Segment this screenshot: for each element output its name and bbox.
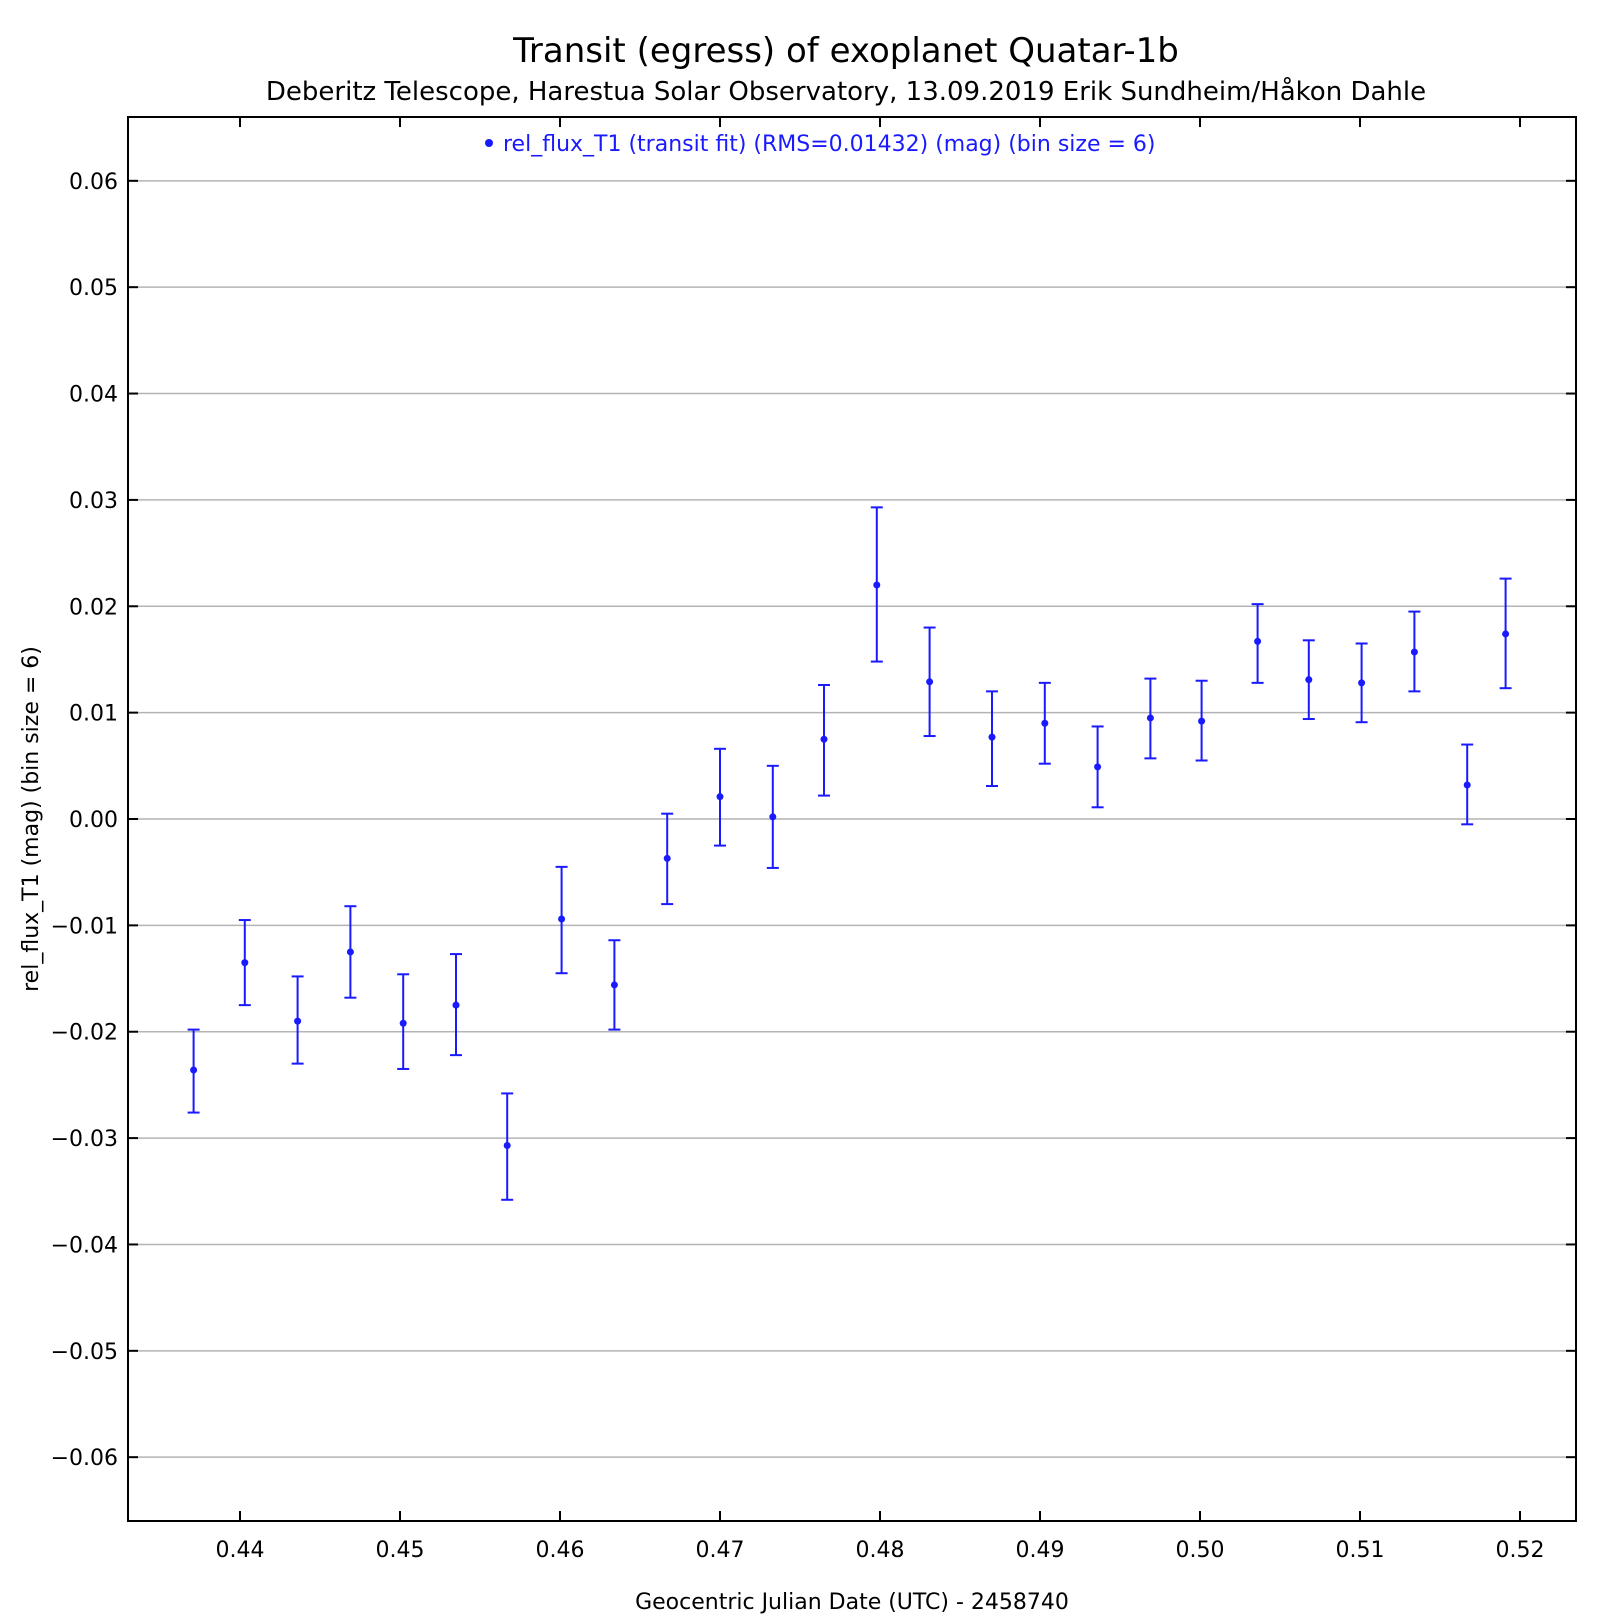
data-point: [610, 981, 618, 989]
data-point-group: [291, 975, 304, 1065]
data-point-group: [501, 1092, 514, 1201]
data-point: [452, 1001, 460, 1009]
data-point-group: [450, 953, 462, 1057]
legend-entry-label: rel_flux_T1 (transit fit) (RMS=0.01432) …: [503, 132, 1155, 157]
y-tick-label: 0.04: [69, 383, 118, 408]
data-point: [926, 678, 934, 686]
data-point-group: [818, 683, 830, 797]
data-point: [558, 915, 566, 923]
x-tick-label: 0.47: [696, 1538, 745, 1563]
data-point-group: [714, 747, 726, 847]
data-point: [294, 1017, 302, 1025]
data-point: [346, 948, 354, 956]
y-tick-label: 0.02: [69, 595, 118, 620]
y-tick-label: 0.06: [69, 170, 118, 195]
data-point-group: [661, 812, 674, 906]
data-point: [1358, 679, 1366, 687]
y-axis-label: rel_flux_T1 (mag) (bin size = 6): [19, 646, 44, 992]
y-tick-label: −0.04: [51, 1233, 118, 1258]
data-point: [503, 1142, 511, 1150]
data-series: [187, 506, 1512, 1201]
data-point: [190, 1066, 198, 1074]
y-tick-label: −0.02: [51, 1021, 118, 1046]
legend: rel_flux_T1 (transit fit) (RMS=0.01432) …: [485, 132, 1155, 157]
x-axis-ticks: 0.44 0.45 0.46 0.47 0.48 0.49 0.50 0.51 0.52: [216, 117, 1545, 1563]
data-point-group: [1499, 577, 1512, 690]
y-tick-label: −0.05: [51, 1340, 118, 1365]
data-point-group: [870, 506, 883, 663]
legend-marker: [485, 139, 493, 147]
x-tick-label: 0.48: [856, 1538, 905, 1563]
data-point: [988, 733, 996, 741]
data-point-group: [766, 764, 779, 869]
x-tick-label: 0.49: [1016, 1538, 1065, 1563]
x-tick-label: 0.52: [1496, 1538, 1545, 1563]
x-tick-label: 0.45: [376, 1538, 425, 1563]
data-point-group: [555, 865, 568, 975]
data-point-group: [1408, 610, 1421, 693]
y-axis-ticks: 0.06 0.05 0.04 0.03 0.02 0.01 0.00 −0.01 −0.02 −0…: [51, 170, 1576, 1471]
y-tick-label: −0.03: [51, 1127, 118, 1152]
y-tick-label: 0.00: [69, 808, 118, 833]
data-point: [1463, 781, 1471, 789]
data-point-group: [238, 919, 251, 1007]
data-point: [1502, 630, 1510, 638]
y-tick-label: −0.06: [51, 1446, 118, 1471]
data-point-group: [1251, 603, 1264, 684]
data-point: [663, 854, 671, 862]
chart-title: Transit (egress) of exoplanet Quatar-1b: [512, 31, 1179, 71]
y-tick-label: 0.01: [69, 702, 118, 727]
data-point-group: [1091, 725, 1104, 809]
x-tick-label: 0.46: [536, 1538, 585, 1563]
data-point: [1198, 717, 1206, 725]
x-axis-label: Geocentric Julian Date (UTC) - 2458740: [635, 1590, 1069, 1615]
data-point: [1305, 676, 1313, 684]
data-point: [1146, 714, 1154, 722]
x-tick-label: 0.44: [216, 1538, 265, 1563]
data-point-group: [923, 626, 936, 738]
data-point: [1254, 637, 1262, 645]
data-point-group: [1461, 743, 1474, 826]
data-point: [1041, 719, 1049, 727]
data-point: [1094, 763, 1102, 771]
grid-lines: [128, 180, 1576, 1458]
data-point-group: [1195, 679, 1208, 762]
data-point: [769, 813, 777, 821]
data-point-group: [397, 973, 410, 1070]
data-point: [716, 793, 724, 801]
data-point: [820, 735, 828, 743]
data-point: [399, 1019, 407, 1027]
data-point-group: [608, 939, 621, 1031]
x-tick-label: 0.51: [1336, 1538, 1385, 1563]
y-tick-label: 0.05: [69, 276, 118, 301]
data-point-group: [1144, 677, 1157, 760]
data-point: [241, 959, 249, 967]
data-point-group: [187, 1028, 200, 1114]
x-tick-label: 0.50: [1176, 1538, 1225, 1563]
data-point-group: [344, 905, 357, 999]
data-point-group: [1038, 681, 1051, 765]
data-point: [873, 581, 881, 589]
y-tick-label: −0.01: [51, 914, 118, 939]
data-point-group: [1302, 639, 1315, 721]
y-tick-label: 0.03: [69, 489, 118, 514]
data-point-group: [1355, 642, 1368, 724]
data-point: [1410, 648, 1418, 656]
data-point-group: [986, 690, 998, 788]
plot-frame: [127, 116, 1577, 1522]
chart-subtitle: Deberitz Telescope, Harestua Solar Obser…: [266, 76, 1426, 107]
